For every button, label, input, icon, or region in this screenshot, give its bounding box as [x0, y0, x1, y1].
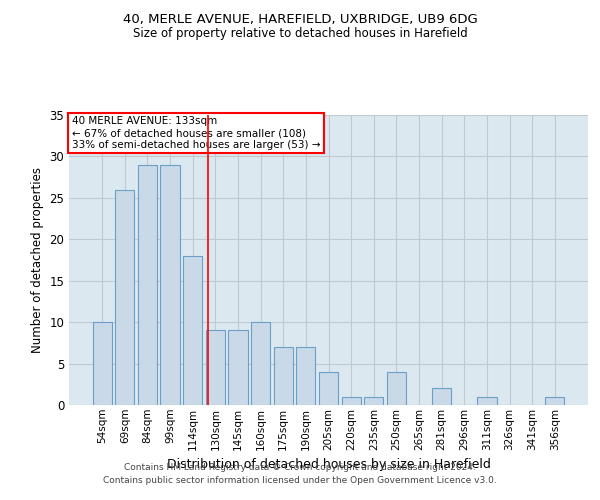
Bar: [341, 396, 361, 405]
Text: Contains public sector information licensed under the Open Government Licence v3: Contains public sector information licen…: [103, 476, 497, 485]
Bar: [115, 190, 134, 405]
Bar: [274, 347, 293, 405]
Bar: [387, 372, 406, 405]
X-axis label: Distribution of detached houses by size in Harefield: Distribution of detached houses by size …: [167, 458, 490, 471]
Bar: [138, 164, 157, 405]
Bar: [251, 322, 270, 405]
Text: 40, MERLE AVENUE, HAREFIELD, UXBRIDGE, UB9 6DG: 40, MERLE AVENUE, HAREFIELD, UXBRIDGE, U…: [122, 12, 478, 26]
Bar: [206, 330, 225, 405]
Bar: [545, 396, 565, 405]
Bar: [364, 396, 383, 405]
Bar: [160, 164, 180, 405]
Text: 40 MERLE AVENUE: 133sqm
← 67% of detached houses are smaller (108)
33% of semi-d: 40 MERLE AVENUE: 133sqm ← 67% of detache…: [71, 116, 320, 150]
Text: Contains HM Land Registry data © Crown copyright and database right 2024.: Contains HM Land Registry data © Crown c…: [124, 464, 476, 472]
Text: Size of property relative to detached houses in Harefield: Size of property relative to detached ho…: [133, 28, 467, 40]
Bar: [296, 347, 316, 405]
Y-axis label: Number of detached properties: Number of detached properties: [31, 167, 44, 353]
Bar: [183, 256, 202, 405]
Bar: [319, 372, 338, 405]
Bar: [477, 396, 497, 405]
Bar: [432, 388, 451, 405]
Bar: [229, 330, 248, 405]
Bar: [92, 322, 112, 405]
